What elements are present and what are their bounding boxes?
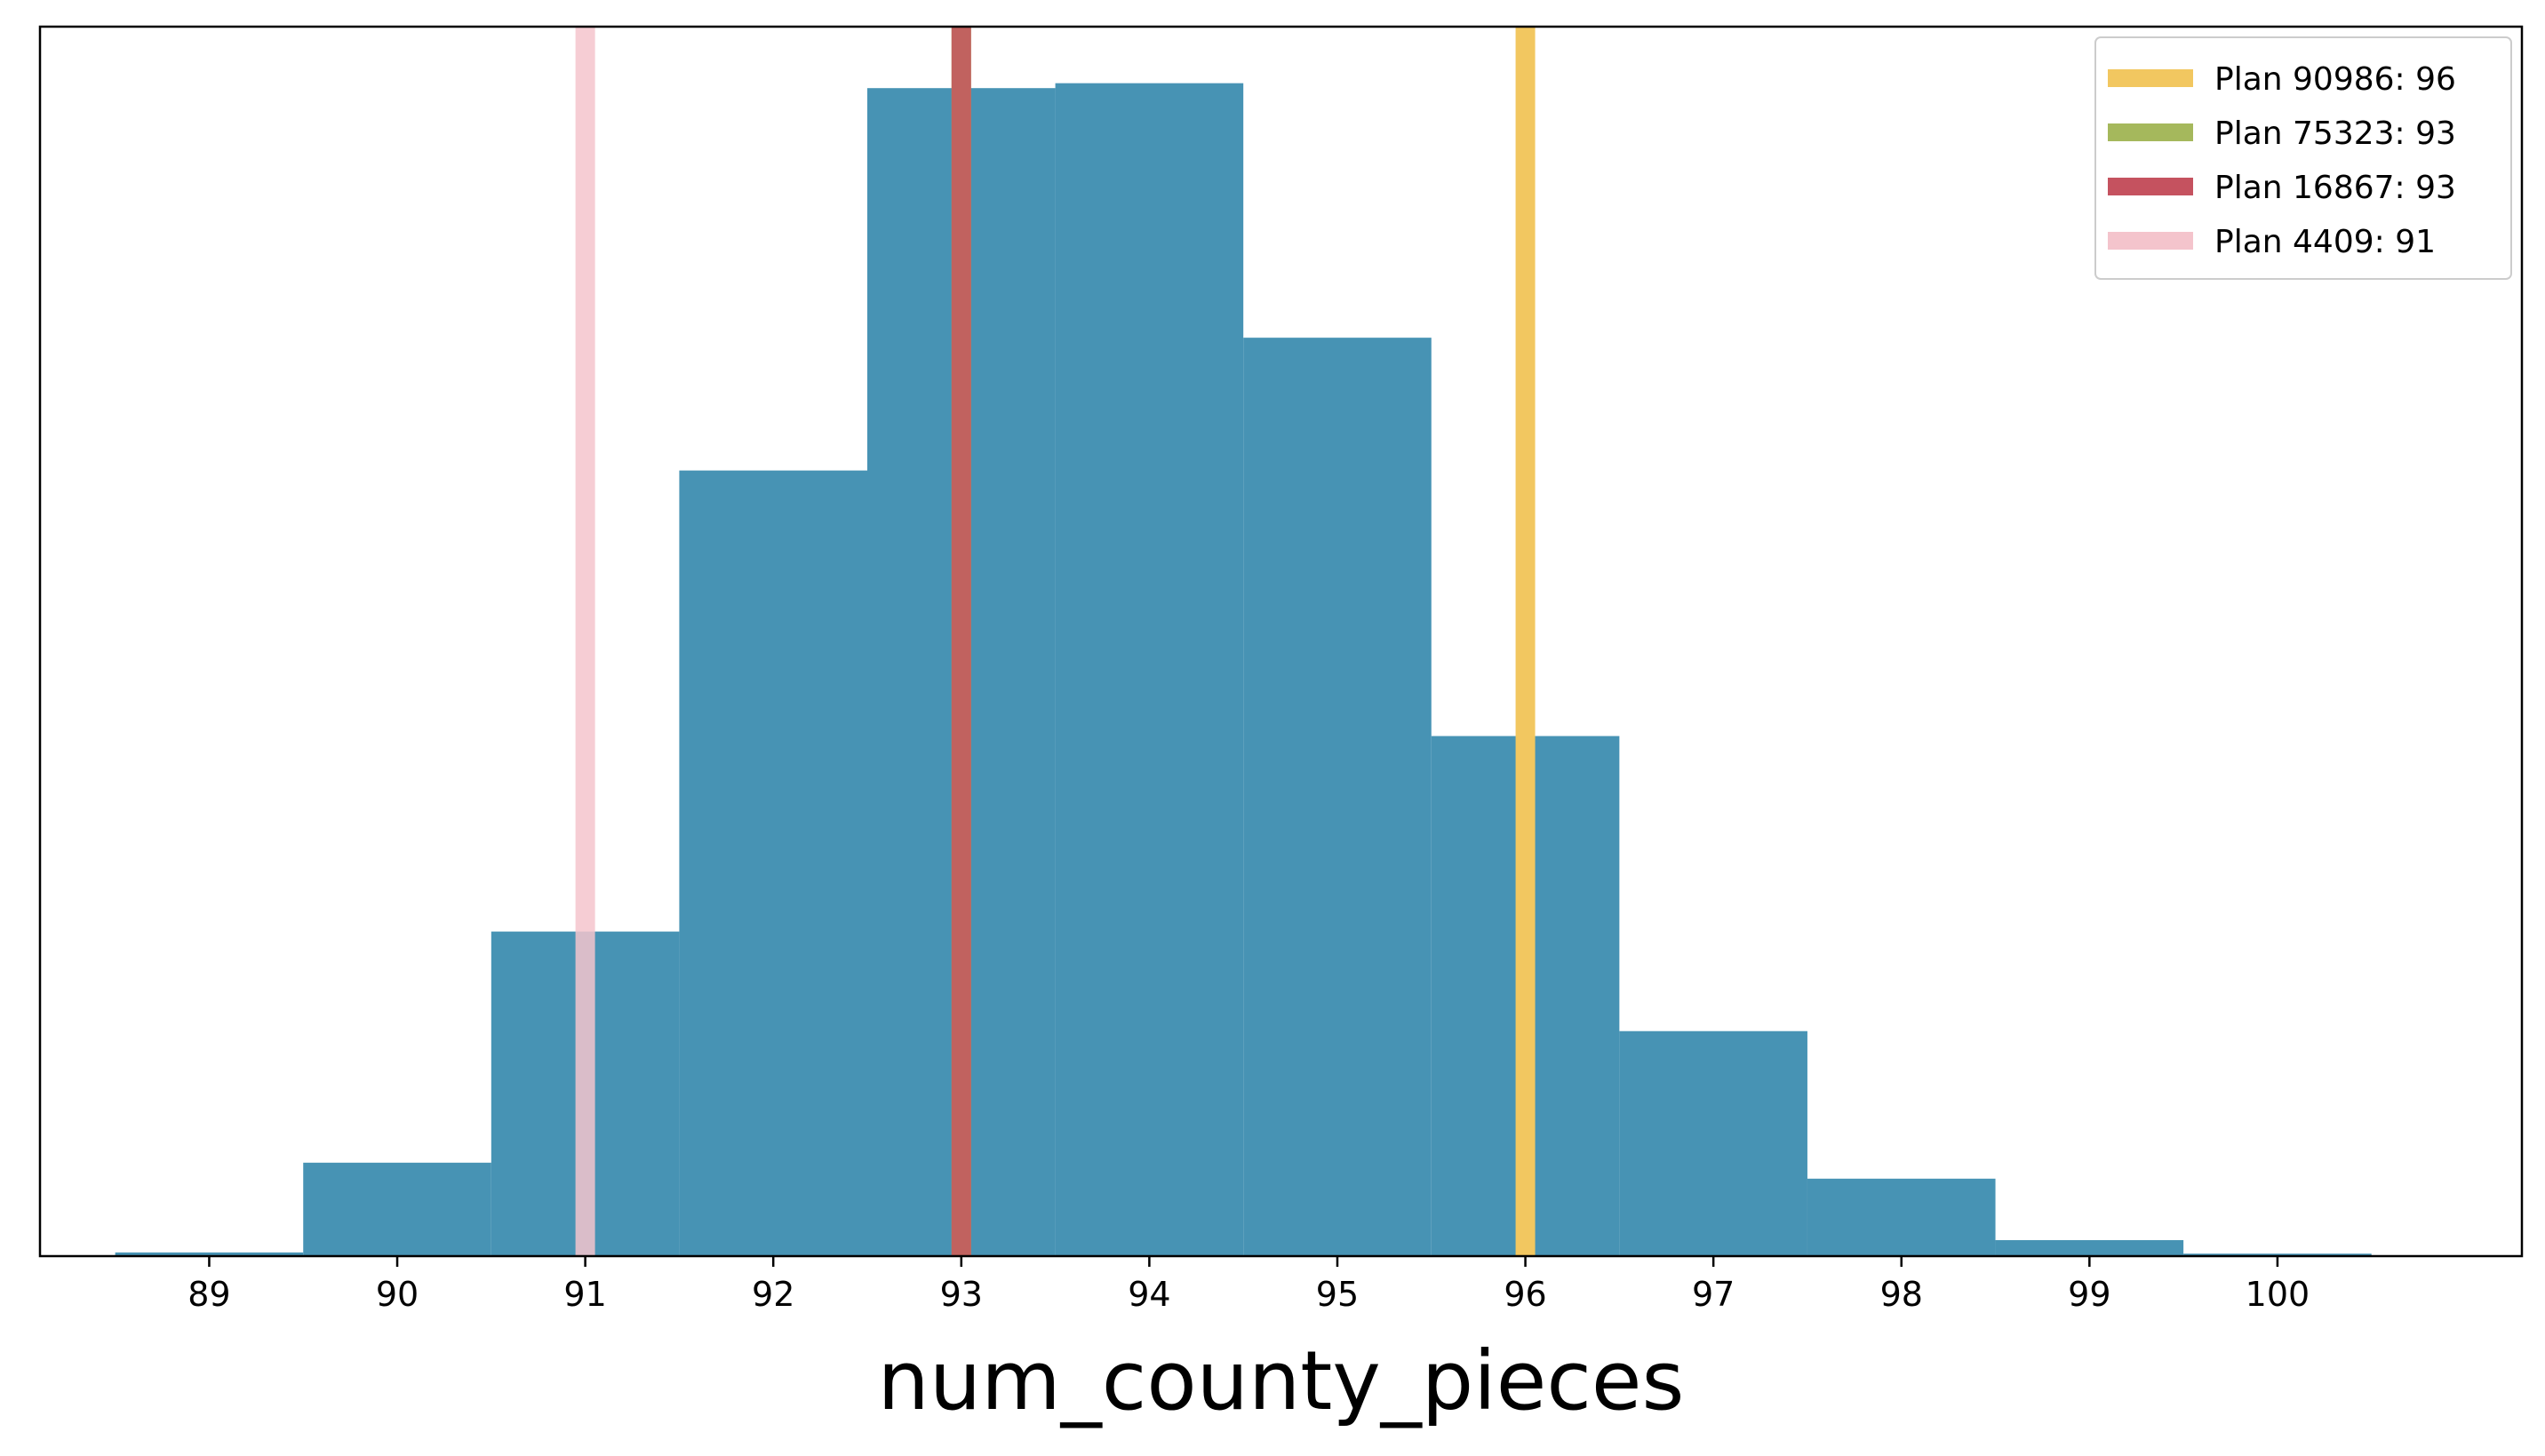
x-axis-title: num_county_pieces (878, 1333, 1685, 1428)
histogram-bar-11 (2183, 1253, 2372, 1256)
histogram-bars (115, 83, 2372, 1257)
histogram-bar-9 (1807, 1178, 1996, 1256)
legend-label-0: Plan 90986: 96 (2214, 61, 2456, 98)
legend-label-1: Plan 75323: 93 (2214, 115, 2456, 152)
x-tick-label-94: 94 (1128, 1275, 1170, 1314)
x-tick-label-97: 97 (1692, 1275, 1735, 1314)
histogram-bar-3 (679, 470, 867, 1256)
x-axis-ticks: 89 90 91 92 93 94 95 96 97 98 99 100 (187, 1256, 2310, 1314)
x-tick-label-96: 96 (1504, 1275, 1546, 1314)
plot-frame (38, 25, 2524, 1258)
x-tick-label-98: 98 (1880, 1275, 1923, 1314)
histogram-bar-6 (1243, 338, 1432, 1257)
histogram-bar-8 (1619, 1030, 1807, 1256)
legend-label-3: Plan 4409: 91 (2214, 224, 2436, 260)
x-tick-label-89: 89 (187, 1275, 230, 1314)
x-tick-label-91: 91 (563, 1275, 606, 1314)
x-tick-label-100: 100 (2246, 1275, 2310, 1314)
x-tick-label-90: 90 (376, 1275, 419, 1314)
legend-box (2094, 36, 2512, 280)
x-tick-label-92: 92 (752, 1275, 794, 1314)
histogram-bar-5 (1055, 83, 1244, 1256)
x-tick-label-93: 93 (940, 1275, 983, 1314)
reference-lines (575, 27, 1536, 1256)
x-tick-label-95: 95 (1316, 1275, 1359, 1314)
histogram-bar-0 (115, 1252, 304, 1256)
histogram-bar-10 (1995, 1240, 2184, 1256)
x-tick-label-99: 99 (2068, 1275, 2110, 1314)
legend-label-2: Plan 16867: 93 (2214, 170, 2456, 206)
legend: Plan 90986: 96 Plan 75323: 93 Plan 16867: … (2094, 36, 2512, 280)
histogram-bar-1 (303, 1162, 491, 1256)
